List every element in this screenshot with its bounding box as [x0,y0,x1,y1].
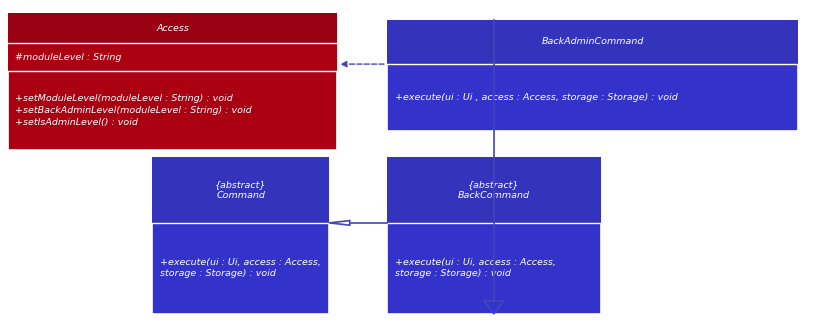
Text: BackAdminCommand: BackAdminCommand [542,37,644,46]
Bar [152,157,329,223]
Text: #moduleLevel : String: #moduleLevel : String [15,53,121,61]
Text: {abstract}
Command: {abstract} Command [215,180,267,200]
Bar [387,20,798,64]
Bar [387,157,601,314]
Bar [8,43,337,71]
Text: Access: Access [156,24,189,33]
Text: +execute(ui : Ui , access : Access, storage : Storage) : void: +execute(ui : Ui , access : Access, stor… [395,93,678,102]
Bar [8,13,337,150]
Bar [387,20,798,131]
Bar [152,157,329,314]
Bar [8,13,337,43]
Bar [387,157,601,223]
Text: +setModuleLevel(moduleLevel : String) : void
+setBackAdminLevel(moduleLevel : St: +setModuleLevel(moduleLevel : String) : … [15,94,252,127]
Text: +execute(ui : Ui, access : Access,
storage : Storage) : void: +execute(ui : Ui, access : Access, stora… [160,258,321,279]
Text: {abstract}
BackCommand: {abstract} BackCommand [458,180,530,200]
Text: +execute(ui : Ui, access : Access,
storage : Storage) : void: +execute(ui : Ui, access : Access, stora… [395,258,556,279]
